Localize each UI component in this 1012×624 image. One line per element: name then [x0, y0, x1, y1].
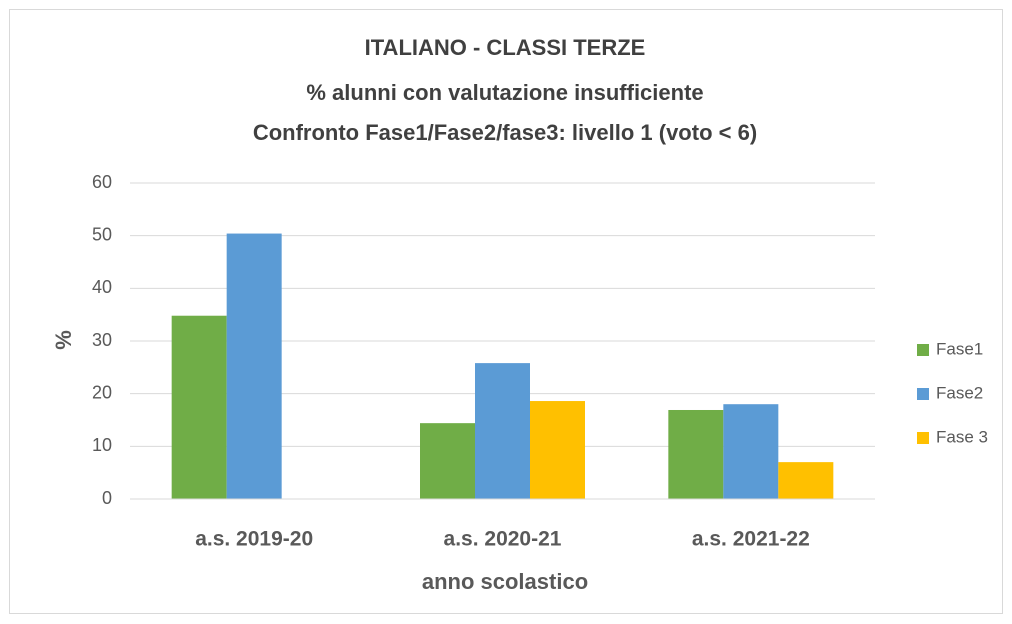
bar	[171, 315, 227, 499]
bar	[226, 233, 282, 499]
legend-label: Fase1	[936, 339, 983, 358]
y-tick-label: 50	[92, 224, 112, 244]
chart-title: % alunni con valutazione insufficiente	[306, 80, 703, 105]
chart-title: ITALIANO - CLASSI TERZE	[365, 35, 646, 60]
legend-swatch	[917, 432, 929, 444]
bar	[530, 401, 585, 499]
y-axis-label: %	[51, 330, 76, 350]
legend-label: Fase2	[936, 383, 983, 402]
bar	[723, 404, 779, 499]
chart-border	[9, 9, 1003, 614]
bar	[420, 423, 475, 499]
y-tick-label: 10	[92, 435, 112, 455]
x-tick-label: a.s. 2021-22	[692, 528, 810, 551]
x-tick-label: a.s. 2019-20	[195, 528, 313, 551]
y-tick-label: 30	[92, 330, 112, 350]
legend-swatch	[917, 344, 929, 356]
y-tick-label: 0	[102, 488, 112, 508]
x-axis-label: anno scolastico	[422, 569, 588, 594]
y-tick-label: 60	[92, 172, 112, 192]
bar	[778, 462, 834, 499]
legend-label: Fase 3	[936, 427, 988, 446]
legend-swatch	[917, 388, 929, 400]
x-tick-label: a.s. 2020-21	[444, 528, 562, 551]
bar	[475, 363, 530, 499]
chart-title: Confronto Fase1/Fase2/fase3: livello 1 (…	[253, 120, 757, 145]
bar	[668, 409, 724, 499]
y-tick-label: 40	[92, 277, 112, 297]
y-tick-label: 20	[92, 382, 112, 402]
